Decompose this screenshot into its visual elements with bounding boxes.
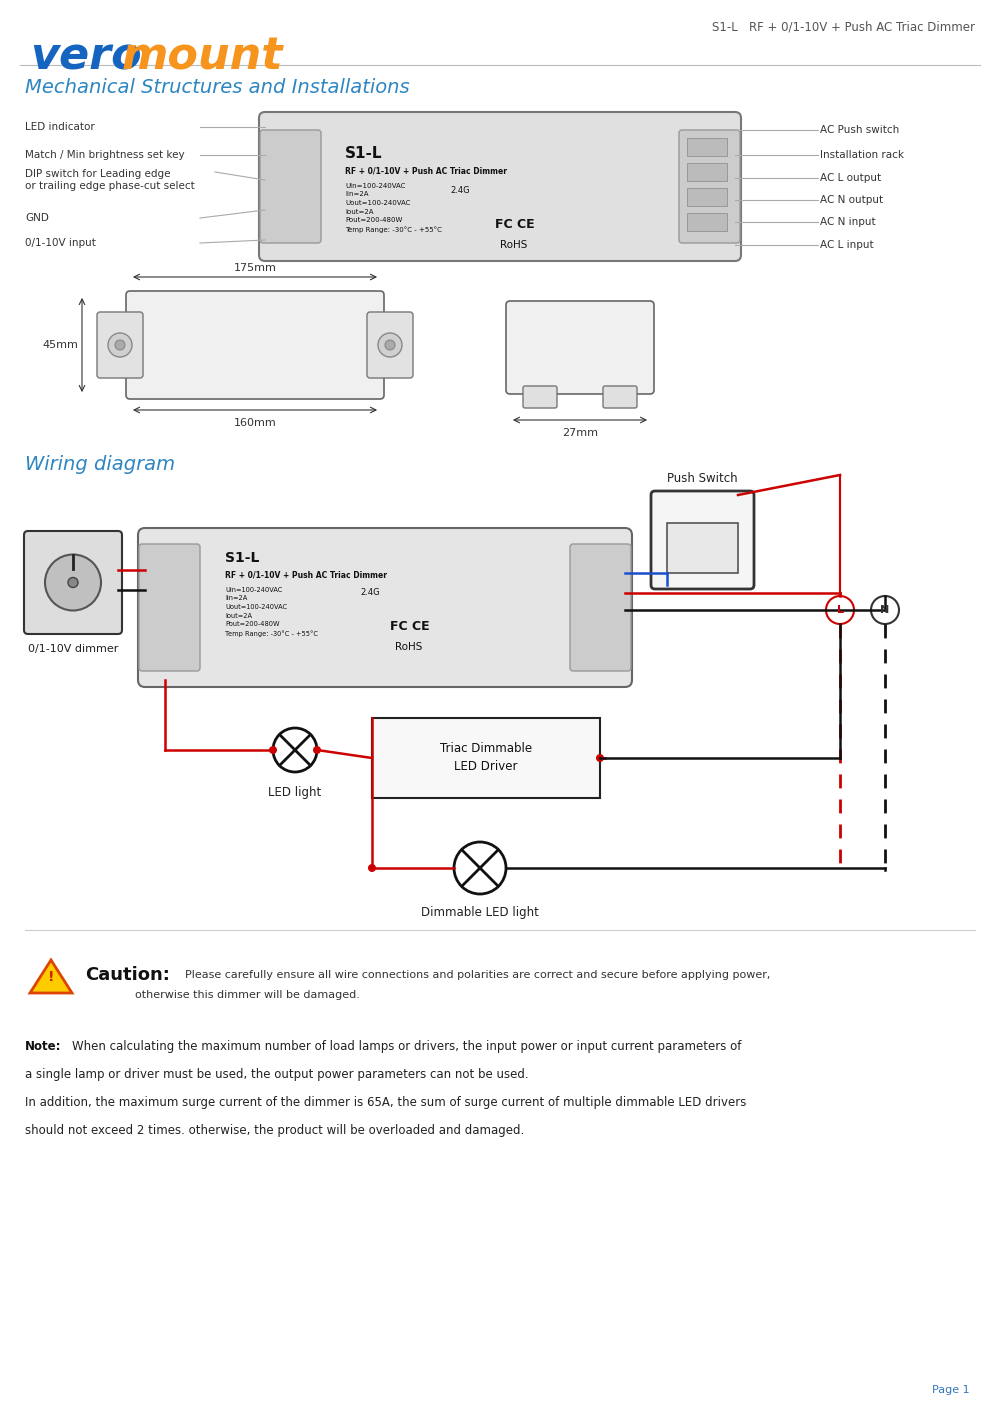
Circle shape [871,596,899,625]
Circle shape [108,333,132,357]
Bar [687,138,727,155]
Text: Page 1: Page 1 [932,1385,970,1395]
Text: AC L input: AC L input [820,240,874,250]
Text: RoHS: RoHS [395,642,422,651]
FancyBboxPatch shape [651,490,754,589]
Text: 0/1-10V input: 0/1-10V input [25,237,96,249]
Text: DIP switch for Leading edge
or trailing edge phase-cut select: DIP switch for Leading edge or trailing … [25,170,195,191]
FancyBboxPatch shape [260,130,321,243]
Text: 160mm: 160mm [234,418,276,428]
Circle shape [454,842,506,894]
Bar [372,718,600,798]
Circle shape [826,596,854,625]
Text: Mechanical Structures and Installations: Mechanical Structures and Installations [25,78,410,97]
Circle shape [45,554,101,610]
Text: Uin=100-240VAC
Iin=2A
Uout=100-240VAC
Iout=2A
Pout=200-480W
Temp Range: -30°C - : Uin=100-240VAC Iin=2A Uout=100-240VAC Io… [345,184,442,233]
Circle shape [368,863,376,872]
Circle shape [269,746,277,755]
Text: Installation rack: Installation rack [820,150,904,160]
FancyBboxPatch shape [139,544,200,671]
FancyBboxPatch shape [24,531,122,634]
Text: GND: GND [25,213,49,223]
Text: 175mm: 175mm [234,263,276,273]
Circle shape [313,746,321,755]
FancyBboxPatch shape [679,130,740,243]
FancyBboxPatch shape [506,301,654,394]
Text: otherwise this dimmer will be damaged.: otherwise this dimmer will be damaged. [135,991,360,1000]
Text: 2.4G: 2.4G [450,187,470,195]
Text: 45mm: 45mm [42,341,78,350]
FancyBboxPatch shape [138,528,632,687]
Text: When calculating the maximum number of load lamps or drivers, the input power or: When calculating the maximum number of l… [72,1040,741,1053]
Circle shape [115,341,125,350]
Text: Wiring diagram: Wiring diagram [25,455,175,473]
Text: AC N input: AC N input [820,218,876,227]
Text: AC N output: AC N output [820,195,883,205]
Text: FC CE: FC CE [495,218,535,230]
Bar [687,162,727,181]
Bar [687,188,727,206]
Text: Dimmable LED light: Dimmable LED light [421,906,539,918]
Bar [667,523,738,574]
Text: 0/1-10V dimmer: 0/1-10V dimmer [28,644,118,654]
Text: S1-L: S1-L [345,146,382,161]
Circle shape [385,341,395,350]
Text: AC Push switch: AC Push switch [820,124,899,136]
FancyBboxPatch shape [523,386,557,408]
Polygon shape [30,959,72,993]
Text: Uin=100-240VAC
Iin=2A
Uout=100-240VAC
Iout=2A
Pout=200-480W
Temp Range: -30°C - : Uin=100-240VAC Iin=2A Uout=100-240VAC Io… [225,586,318,637]
Circle shape [596,755,604,762]
Text: should not exceed 2 times. otherwise, the product will be overloaded and damaged: should not exceed 2 times. otherwise, th… [25,1123,524,1137]
Text: Please carefully ensure all wire connections and polarities are correct and secu: Please carefully ensure all wire connect… [185,969,770,981]
Bar [687,213,727,230]
FancyBboxPatch shape [126,291,384,398]
Text: vero: vero [30,35,142,78]
Text: In addition, the maximum surge current of the dimmer is 65A, the sum of surge cu: In addition, the maximum surge current o… [25,1096,746,1109]
Text: mount: mount [122,35,284,78]
FancyBboxPatch shape [603,386,637,408]
FancyBboxPatch shape [97,312,143,379]
Text: RoHS: RoHS [500,240,527,250]
Text: AC L output: AC L output [820,172,881,184]
Text: 2.4G: 2.4G [360,588,380,598]
Text: 27mm: 27mm [562,428,598,438]
Text: RF + 0/1-10V + Push AC Triac Dimmer: RF + 0/1-10V + Push AC Triac Dimmer [225,571,387,579]
Text: S1-L: S1-L [225,551,259,565]
Text: RF + 0/1-10V + Push AC Triac Dimmer: RF + 0/1-10V + Push AC Triac Dimmer [345,165,507,175]
Circle shape [68,578,78,588]
Text: a single lamp or driver must be used, the output power parameters can not be use: a single lamp or driver must be used, th… [25,1068,529,1081]
Text: S1-L   RF + 0/1-10V + Push AC Triac Dimmer: S1-L RF + 0/1-10V + Push AC Triac Dimmer [712,20,975,32]
Text: Push Switch: Push Switch [667,472,738,485]
Text: !: ! [48,969,54,983]
Text: Caution:: Caution: [85,966,170,983]
Circle shape [273,728,317,771]
Text: LED indicator: LED indicator [25,122,95,131]
Text: FC CE: FC CE [390,620,430,633]
Text: Note:: Note: [25,1040,62,1053]
Text: Triac Dimmable
LED Driver: Triac Dimmable LED Driver [440,742,532,773]
FancyBboxPatch shape [570,544,631,671]
FancyBboxPatch shape [259,112,741,261]
Circle shape [378,333,402,357]
Text: Match / Min brightness set key: Match / Min brightness set key [25,150,185,160]
FancyBboxPatch shape [367,312,413,379]
Text: L: L [836,605,844,615]
Text: N: N [880,605,890,615]
Text: LED light: LED light [268,786,322,798]
